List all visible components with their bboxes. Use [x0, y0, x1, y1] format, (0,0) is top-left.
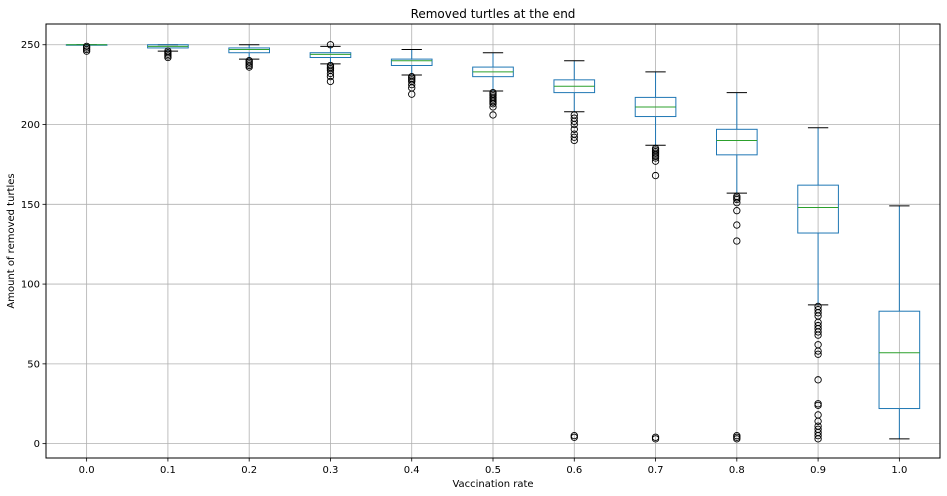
x-tick-label: 0.2 [241, 465, 257, 476]
y-axis-label: Amount of removed turtles [6, 173, 17, 308]
box-group-1.0 [878, 205, 921, 440]
x-tick-label: 0.3 [323, 465, 339, 476]
flier-point [326, 41, 335, 49]
flier-point [82, 42, 91, 50]
box-group-0.7 [634, 71, 677, 443]
box-group-0.3 [309, 41, 352, 86]
flier-point [570, 111, 578, 119]
flier-point [814, 400, 822, 408]
flier-point [733, 192, 741, 200]
x-tick-label: 0.5 [485, 465, 501, 476]
x-tick-label: 0.8 [729, 465, 745, 476]
x-tick-label: 1.0 [891, 465, 907, 476]
box-layer [65, 41, 921, 443]
x-tick-label: 0.7 [648, 465, 664, 476]
flier-point [326, 61, 335, 70]
flier-point [489, 111, 497, 119]
flier-point [733, 237, 741, 245]
x-tick-label: 0.4 [404, 465, 420, 476]
flier-point [408, 73, 416, 81]
flier-point [651, 144, 660, 153]
box-iqr [716, 128, 758, 156]
x-tick-label: 0.1 [160, 465, 176, 476]
flier-point [570, 125, 578, 133]
flier-point [814, 350, 822, 358]
flier-point [733, 221, 741, 229]
box-group-0.2 [228, 44, 270, 71]
flier-point [814, 425, 822, 433]
box-group-0.4 [390, 49, 433, 98]
flier-point [814, 411, 822, 419]
box-iqr [390, 58, 433, 66]
flier-point [814, 305, 822, 314]
flier-point [733, 207, 741, 215]
flier-point [651, 433, 660, 441]
flier-point [570, 114, 578, 122]
flier-point [814, 422, 822, 430]
box-group-0.1 [147, 44, 189, 62]
y-tick-label: 150 [21, 200, 40, 211]
flier-point [164, 47, 172, 55]
y-tick-label: 0 [34, 439, 40, 450]
box-group-0.5 [472, 52, 514, 119]
box-group-0.0 [65, 42, 108, 55]
y-tick-label: 250 [21, 40, 40, 51]
box-iqr [878, 310, 921, 410]
x-tick-label: 0.0 [79, 465, 95, 476]
box-iqr [309, 52, 352, 59]
grid-layer [46, 24, 940, 458]
tick-layer: 0 50 100 150 200 250 0.0 0.1 0.2 0.3 0.4 0.5 0.6 0.7 0… [21, 40, 907, 476]
flier-point [245, 57, 253, 65]
box-group-0.9 [797, 127, 839, 443]
flier-point [489, 88, 497, 97]
flier-point [814, 321, 822, 330]
flier-point [570, 432, 578, 440]
flier-point [651, 171, 660, 180]
flier-point [814, 302, 822, 311]
flier-point [570, 133, 578, 141]
box-iqr [797, 184, 839, 234]
box-group-0.8 [716, 92, 758, 443]
chart-title: Removed turtles at the end [411, 7, 576, 21]
flier-point [814, 341, 822, 349]
x-tick-label: 0.6 [566, 465, 582, 476]
flier-point [570, 130, 578, 138]
box-iqr [228, 47, 270, 54]
y-tick-label: 50 [27, 359, 40, 370]
x-tick-label: 0.9 [810, 465, 826, 476]
flier-point [814, 376, 822, 384]
y-tick-label: 200 [21, 120, 40, 131]
box-group-0.6 [553, 60, 596, 441]
flier-point [326, 77, 335, 86]
x-axis-label: Vaccination rate [452, 479, 533, 490]
flier-point [733, 432, 741, 440]
y-tick-label: 100 [21, 280, 40, 291]
